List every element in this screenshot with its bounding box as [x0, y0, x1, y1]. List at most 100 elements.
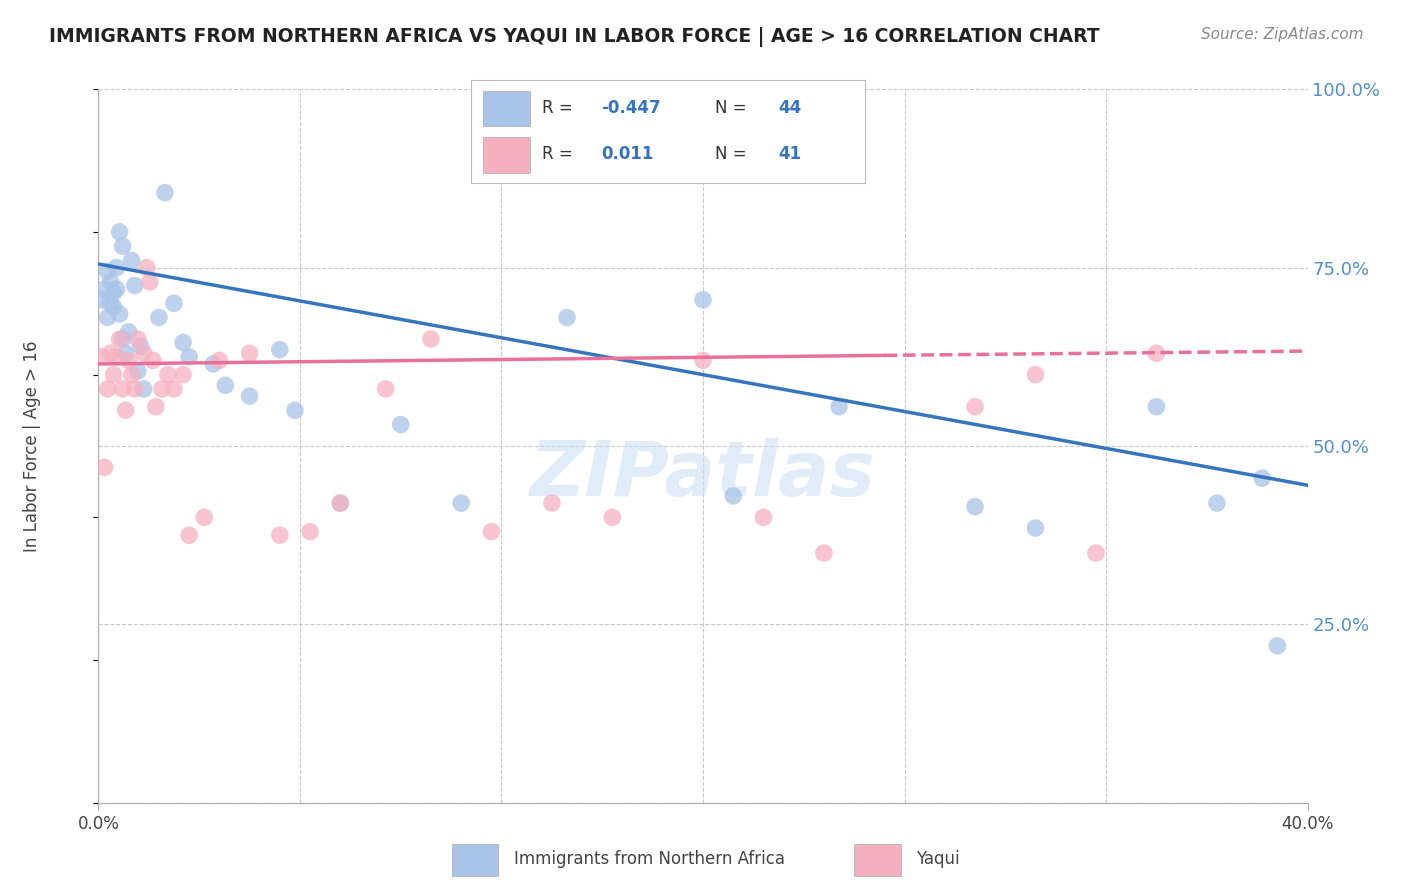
Point [329, 496, 352, 510]
Point [124, 278, 146, 293]
Point [121, 253, 143, 268]
Point [193, 510, 215, 524]
Point [692, 293, 714, 307]
Point [202, 357, 225, 371]
Point [93, 282, 115, 296]
Point [132, 382, 155, 396]
Point [114, 346, 136, 360]
Point [269, 528, 291, 542]
Point [118, 325, 141, 339]
Point [214, 378, 236, 392]
Point [374, 382, 396, 396]
Point [129, 339, 152, 353]
Point [163, 382, 186, 396]
Point [153, 186, 176, 200]
Point [163, 296, 186, 310]
Point [114, 403, 136, 417]
Point [555, 310, 578, 325]
Point [269, 343, 291, 357]
Text: Source: ZipAtlas.com: Source: ZipAtlas.com [1201, 27, 1364, 42]
Point [1085, 546, 1108, 560]
Point [100, 275, 122, 289]
Point [118, 353, 141, 368]
Point [135, 260, 157, 275]
Text: 44: 44 [778, 99, 801, 117]
Point [150, 382, 173, 396]
Point [111, 332, 134, 346]
Point [1206, 496, 1229, 510]
Point [752, 510, 775, 524]
Text: N =: N = [716, 145, 747, 163]
Point [1144, 346, 1167, 360]
Text: Immigrants from Northern Africa: Immigrants from Northern Africa [515, 849, 785, 868]
Point [239, 346, 262, 360]
Point [179, 350, 201, 364]
Point [93, 460, 115, 475]
Point [389, 417, 412, 432]
Point [111, 382, 134, 396]
Point [965, 500, 987, 514]
Point [90, 350, 112, 364]
Point [602, 510, 624, 524]
Text: 0.011: 0.011 [600, 145, 654, 163]
Point [127, 332, 149, 346]
Text: IMMIGRANTS FROM NORTHERN AFRICA VS YAQUI IN LABOR FORCE | AGE > 16 CORRELATION C: IMMIGRANTS FROM NORTHERN AFRICA VS YAQUI… [49, 27, 1099, 46]
Point [1144, 400, 1167, 414]
Point [100, 346, 122, 360]
Point [96, 310, 118, 325]
Point [965, 400, 987, 414]
Point [299, 524, 322, 539]
Text: ZIPatlas: ZIPatlas [530, 438, 876, 511]
Point [103, 285, 125, 300]
Text: R =: R = [541, 99, 572, 117]
Point [105, 350, 128, 364]
Bar [482, 91, 530, 127]
Bar [482, 136, 530, 173]
Text: In Labor Force | Age > 16: In Labor Force | Age > 16 [22, 340, 41, 552]
Text: R =: R = [541, 145, 572, 163]
Point [239, 389, 262, 403]
Point [172, 368, 194, 382]
Point [139, 275, 162, 289]
Point [1267, 639, 1289, 653]
Point [105, 260, 128, 275]
Point [723, 489, 745, 503]
Point [284, 403, 307, 417]
Point [329, 496, 352, 510]
Point [1024, 521, 1046, 535]
Point [121, 368, 143, 382]
Point [124, 382, 146, 396]
Point [111, 239, 134, 253]
Point [142, 353, 165, 368]
Point [540, 496, 562, 510]
Point [108, 332, 131, 346]
Text: -0.447: -0.447 [600, 99, 661, 117]
Point [145, 400, 167, 414]
Point [450, 496, 472, 510]
Point [172, 335, 194, 350]
Point [420, 332, 443, 346]
Point [481, 524, 503, 539]
Point [1251, 471, 1274, 485]
Text: 41: 41 [778, 145, 801, 163]
Bar [453, 844, 499, 876]
Point [96, 382, 118, 396]
Point [96, 264, 118, 278]
Text: N =: N = [716, 99, 747, 117]
Point [108, 307, 131, 321]
Point [132, 346, 155, 360]
Point [813, 546, 835, 560]
Point [179, 528, 201, 542]
Point [105, 282, 128, 296]
Text: Yaqui: Yaqui [917, 849, 960, 868]
Point [90, 293, 112, 307]
Point [127, 364, 149, 378]
Bar [855, 844, 900, 876]
Point [692, 353, 714, 368]
Point [103, 368, 125, 382]
Point [208, 353, 231, 368]
Point [148, 310, 170, 325]
Point [1024, 368, 1046, 382]
Point [100, 296, 122, 310]
Point [828, 400, 851, 414]
